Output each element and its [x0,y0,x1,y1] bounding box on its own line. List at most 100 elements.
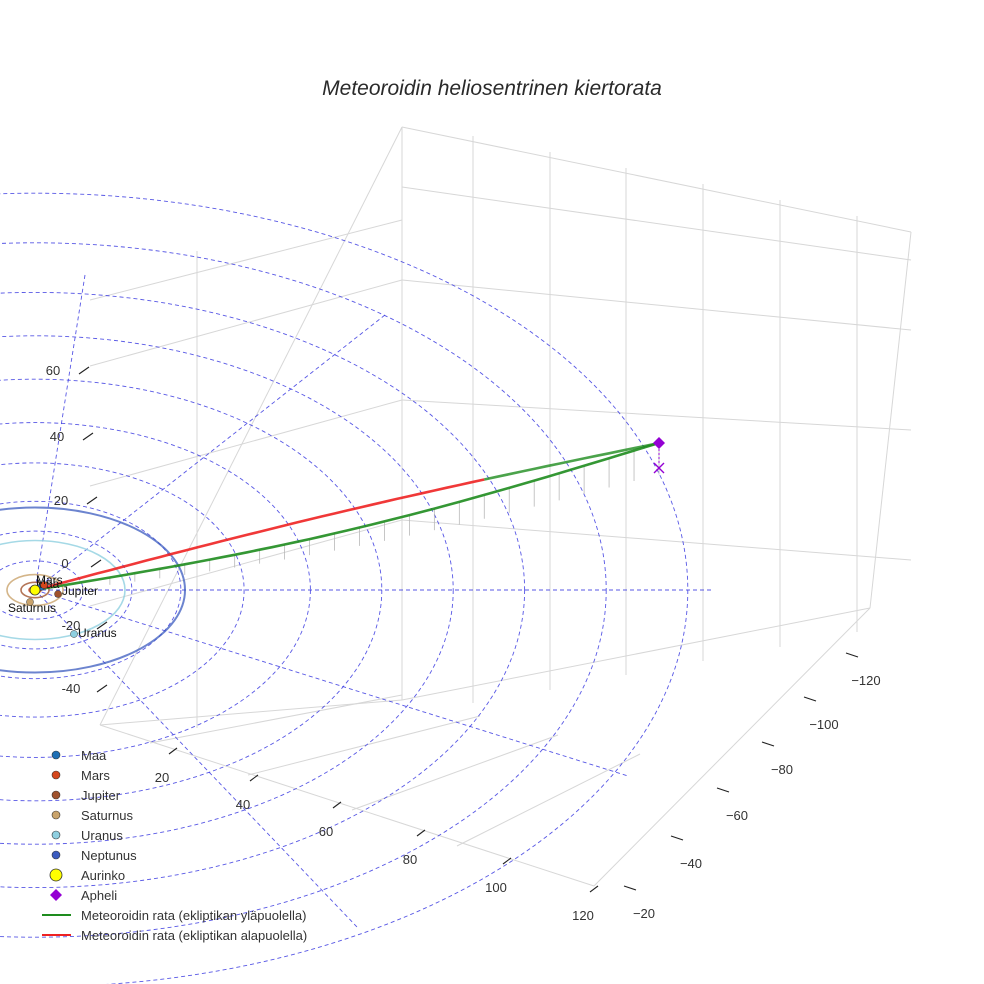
x-tick-mark [589,885,599,893]
axis-grid [89,126,912,887]
direction-spoke [34,589,629,777]
y-tick-label: −120 [851,673,880,688]
legend-label-aurinko: Aurinko [81,868,125,883]
planet-label-jupiter: Jupiter [62,584,98,598]
planet-label-mars: Mars [36,573,63,587]
z-tick-label: 20 [54,493,68,508]
legend-label-apheli: Apheli [81,888,117,903]
z-tick-mark [90,559,102,568]
legend-marker-apheli [50,889,62,901]
y-tick-mark [623,885,637,891]
legend-marker-jupiter [51,790,61,800]
legend-marker-aurinko [49,868,63,882]
y-tick-label: −100 [809,717,838,732]
distance-ring [0,292,525,888]
distance-ring [0,560,84,620]
legend-marker-mars [51,770,61,780]
orbit-uranus [0,539,126,641]
legend-label-series-1: Meteoroidin rata (ekliptikan yläpuolella… [81,908,306,923]
x-tick-mark [332,801,342,809]
legend-label-jupiter: Jupiter [81,788,121,803]
y-tick-mark [803,696,817,702]
x-tick-mark [249,774,259,782]
x-tick-label: 20 [155,770,169,785]
orbit-jupiter [20,581,50,599]
grid-line [89,279,403,367]
z-tick-label: 0 [61,556,68,571]
chart-title: Meteoroidin heliosentrinen kiertorata [322,77,662,100]
distance-ring [0,242,607,938]
axis-ticks: 60 40 20 0 -20 -40 20 40 60 80 100 120 −120 −100 −80 −6… [46,363,881,923]
planet-orbits [0,506,186,674]
orbit-saturnus [6,573,64,607]
y-tick-mark [716,787,730,793]
grid-line [401,126,912,233]
grid-line [149,694,403,744]
legend-label-saturnus: Saturnus [81,808,134,823]
y-tick-mark [761,741,775,747]
z-tick-mark [96,684,108,693]
ecliptic-distance-rings [0,192,712,984]
legend: Maa Mars Jupiter Saturnus Uranus Neptunus Auri… [42,748,307,943]
grid-line [351,734,559,811]
distance-ring [0,462,245,718]
x-tick-mark [502,857,512,865]
planet-marker-uranus [70,630,78,638]
distance-ring [0,192,689,984]
planet-marker-jupiter [54,590,62,598]
legend-label-maa: Maa [81,748,107,763]
x-tick-mark [168,747,178,755]
grid-line [99,126,403,726]
grid-line [401,279,912,331]
grid-line [89,519,403,607]
z-tick-label: -40 [62,681,81,696]
grid-line [869,231,912,609]
trajectory-above-ecliptic-upper [484,441,660,481]
aphelion-projection-marker [653,462,665,474]
planet-marker-mars [40,581,48,589]
direction-spoke [34,589,359,929]
grid-line [99,724,595,887]
legend-marker-maa [51,750,61,760]
x-tick-label: 100 [485,880,507,895]
z-tick-mark [78,366,90,375]
grid-line [456,753,641,847]
distance-ring [0,500,182,680]
z-tick-label: 40 [50,429,64,444]
aphelion-marker [653,437,665,449]
y-tick-label: −60 [726,808,748,823]
grid-line [89,399,403,487]
planet-label-saturnus: Saturnus [8,601,56,615]
grid-line [401,519,912,561]
trajectory-below-ecliptic [34,478,485,592]
legend-label-mars: Mars [81,768,110,783]
z-tick-mark [96,621,108,630]
y-tick-label: −80 [771,762,793,777]
grid-line [247,715,481,776]
x-tick-label: 60 [319,824,333,839]
planet-label-uranus: Uranus [78,626,117,640]
sun-marker [29,584,41,596]
grid-line [593,607,871,887]
x-tick-label: 120 [572,908,594,923]
orbit-neptunus [0,506,186,674]
distance-ring [0,335,454,845]
grid-line [401,607,871,701]
legend-marker-uranus [51,830,61,840]
grid-line [401,399,912,431]
x-tick-mark [416,829,426,837]
legend-marker-saturnus [51,810,61,820]
planet-marker-saturnus [26,598,34,606]
z-tick-label: 60 [46,363,60,378]
meteoroid-trajectory [34,437,665,592]
y-tick-mark [845,652,859,658]
y-tick-label: −40 [680,856,702,871]
z-tick-mark [82,432,94,441]
grid-line [401,186,912,261]
y-tick-label: −20 [633,906,655,921]
legend-marker-neptunus [51,850,61,860]
z-tick-label: -20 [62,618,81,633]
legend-label-uranus: Uranus [81,828,123,843]
